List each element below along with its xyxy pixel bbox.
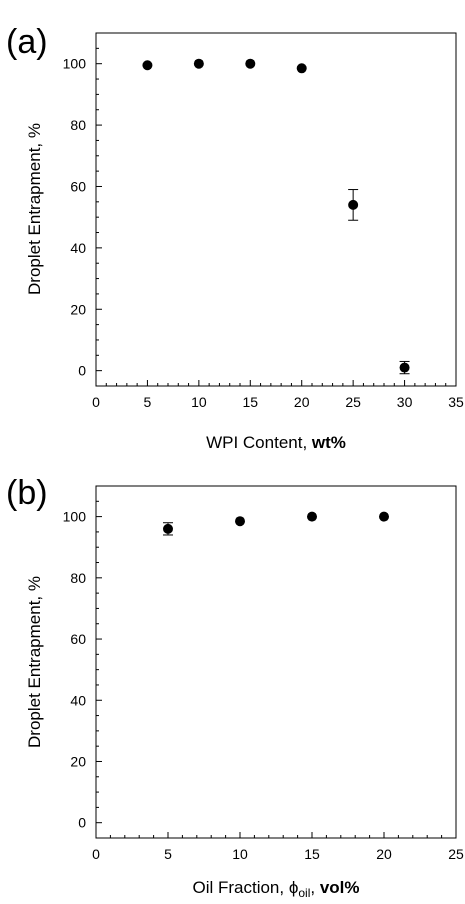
x-tick-label-a: 30 (397, 394, 413, 410)
y-tick-label-a: 0 (78, 363, 86, 379)
data-point-a (296, 63, 307, 74)
plot-frame-a (95, 32, 457, 387)
data-point-a (348, 199, 359, 210)
panel-label-a: (a) (6, 23, 48, 61)
x-tick-label-b: 5 (164, 846, 172, 862)
y-tick-label-b: 80 (70, 570, 86, 586)
y-axis-label-a: Droplet Entrapment, % (25, 123, 44, 295)
y-tick-label-a: 20 (70, 301, 86, 317)
ticks-a: 0 5 10 15 20 25 30 35 0 20 40 60 80 100 (63, 32, 464, 410)
y-tick-label-b: 0 (78, 815, 86, 831)
x-tick-label-b: 25 (448, 846, 464, 862)
data-point-b (163, 523, 173, 534)
data-point-b (235, 516, 245, 527)
x-tick-label-a: 25 (345, 394, 361, 410)
x-tick-label-a: 0 (92, 394, 100, 410)
y-tick-label-a: 40 (70, 240, 86, 256)
y-tick-label-a: 100 (63, 56, 87, 72)
data-point-a (193, 58, 204, 69)
plot-frame-b (95, 485, 457, 839)
ticks-b: 0 5 10 15 20 25 0 20 40 60 80 100 (63, 485, 464, 862)
y-axis-label-b: Droplet Entrapment, % (25, 576, 44, 748)
y-tick-label-a: 60 (70, 178, 86, 194)
panel-label-b: (b) (6, 474, 48, 512)
data-point-b (379, 511, 389, 522)
x-tick-label-b: 10 (232, 846, 248, 862)
x-tick-label-a: 5 (144, 394, 152, 410)
y-tick-label-b: 60 (70, 631, 86, 647)
panel-a: (a) 0 5 10 15 20 25 30 35 0 20 40 60 80 100 WPI Conte… (6, 23, 464, 452)
data-point-b (307, 511, 317, 522)
y-tick-label-b: 100 (63, 509, 87, 525)
x-axis-label-b: Oil Fraction, ϕoil, vol% (192, 878, 359, 900)
data-point-a (142, 60, 153, 71)
x-tick-label-a: 20 (294, 394, 310, 410)
x-tick-label-b: 0 (92, 846, 100, 862)
points-a (142, 58, 410, 373)
points-b (163, 511, 389, 534)
x-tick-label-b: 15 (304, 846, 320, 862)
x-tick-label-a: 15 (242, 394, 258, 410)
x-axis-label-a: WPI Content, wt% (206, 433, 346, 452)
y-tick-label-b: 40 (70, 692, 86, 708)
x-tick-label-a: 10 (191, 394, 207, 410)
errorbars-a (348, 189, 410, 375)
panel-b: (b) 0 5 10 15 20 25 0 20 40 60 80 100 Oil Fraction,… (6, 474, 464, 900)
y-tick-label-b: 20 (70, 753, 86, 769)
x-tick-label-b: 20 (376, 846, 392, 862)
y-tick-label-a: 80 (70, 117, 86, 133)
x-tick-label-a: 35 (448, 394, 464, 410)
data-point-a (245, 58, 256, 69)
data-point-a (399, 362, 410, 373)
